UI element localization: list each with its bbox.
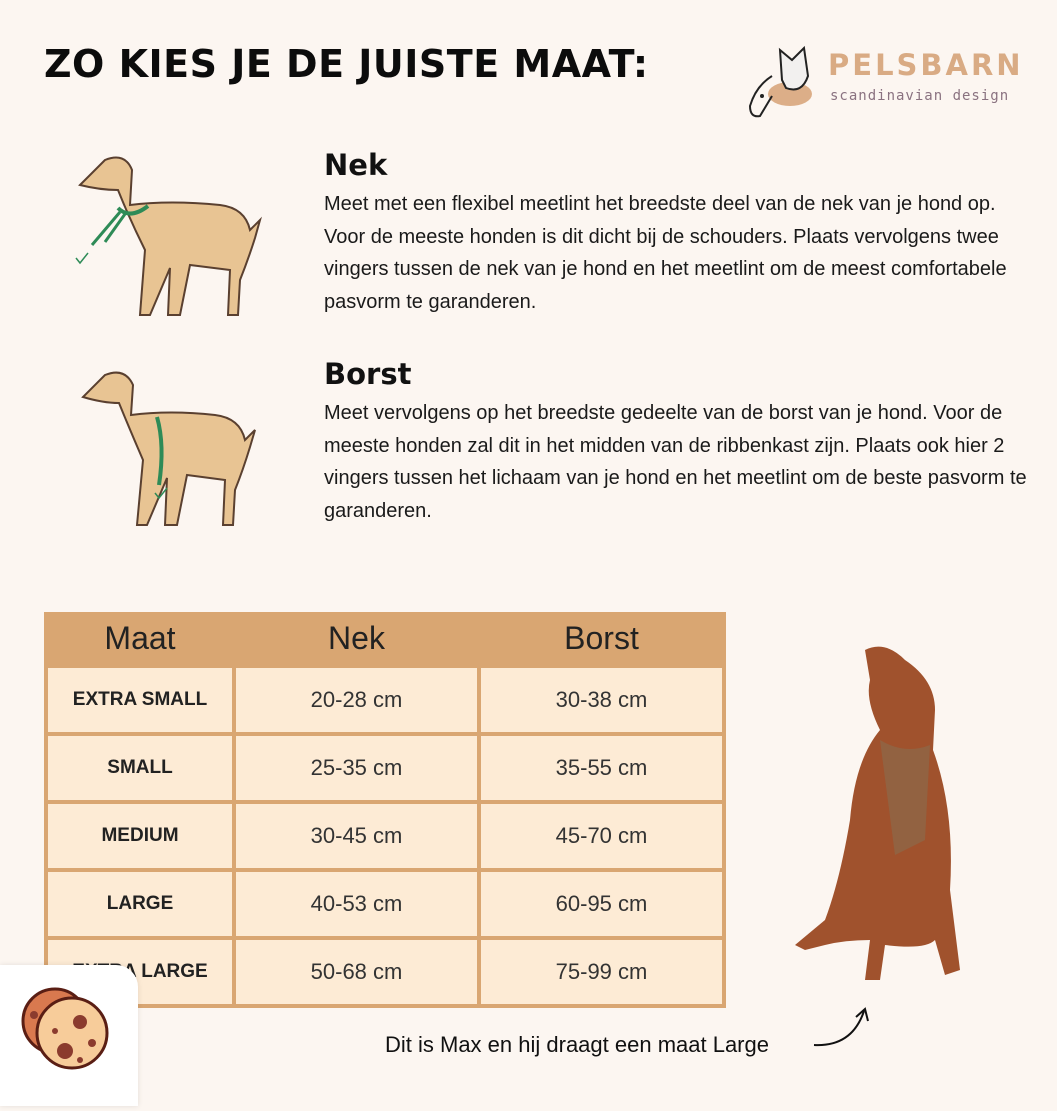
table-row: EXTRA SMALL 20-28 cm 30-38 cm xyxy=(44,664,726,736)
chest-cell: 45-70 cm xyxy=(477,800,726,872)
dog-neck-illustration xyxy=(75,156,262,316)
section-heading: Nek xyxy=(324,148,388,182)
pelsbarn-logo: PELSBARN scandinavian design xyxy=(742,36,1042,126)
size-cell: SMALL xyxy=(44,732,236,804)
photo-caption: Dit is Max en hij draagt een maat Large xyxy=(385,1032,769,1057)
neck-cell: 25-35 cm xyxy=(232,732,481,804)
table-header-row: Maat Nek Borst xyxy=(46,612,724,666)
chest-cell: 30-38 cm xyxy=(477,664,726,736)
chest-cell: 60-95 cm xyxy=(477,868,726,940)
cookie-settings-button[interactable] xyxy=(0,965,138,1106)
size-table: Maat Nek Borst EXTRA SMALL 20-28 cm 30-38 … xyxy=(44,612,726,1008)
section-text: Meet vervolgens op het breedste gedeelte… xyxy=(324,402,1027,522)
table-row: SMALL 25-35 cm 35-55 cm xyxy=(44,732,726,804)
section-nek: Nek Meet met een flexibel meetlint het b… xyxy=(324,148,1034,318)
curved-arrow-icon xyxy=(813,1007,869,1047)
cat-dog-logo-icon xyxy=(748,45,812,118)
header-nek: Nek xyxy=(234,612,479,666)
dog-chest-illustration xyxy=(81,371,256,526)
neck-cell: 40-53 cm xyxy=(232,868,481,940)
table-row: LARGE 40-53 cm 60-95 cm xyxy=(44,868,726,940)
size-cell: EXTRA SMALL xyxy=(44,664,236,736)
chest-cell: 75-99 cm xyxy=(477,936,726,1008)
page-title: ZO KIES JE DE JUISTE MAAT: xyxy=(44,42,649,86)
dog-photo xyxy=(795,646,960,980)
logo-tagline: scandinavian design xyxy=(830,88,1010,104)
cookie-icon xyxy=(21,987,109,1070)
neck-cell: 20-28 cm xyxy=(232,664,481,736)
size-cell: MEDIUM xyxy=(44,800,236,872)
neck-cell: 30-45 cm xyxy=(232,800,481,872)
table-row: MEDIUM 30-45 cm 45-70 cm xyxy=(44,800,726,872)
section-borst: Borst Meet vervolgens op het breedste ge… xyxy=(324,357,1034,527)
section-heading: Borst xyxy=(324,357,412,391)
table-row: EXTRA LARGE 50-68 cm 75-99 cm xyxy=(44,936,726,1008)
chest-cell: 35-55 cm xyxy=(477,732,726,804)
logo-brand: PELSBARN xyxy=(828,48,1024,82)
section-text: Meet met een flexibel meetlint het breed… xyxy=(324,193,1007,313)
header-borst: Borst xyxy=(479,612,724,666)
header-maat: Maat xyxy=(46,612,234,666)
size-cell: LARGE xyxy=(44,868,236,940)
neck-cell: 50-68 cm xyxy=(232,936,481,1008)
